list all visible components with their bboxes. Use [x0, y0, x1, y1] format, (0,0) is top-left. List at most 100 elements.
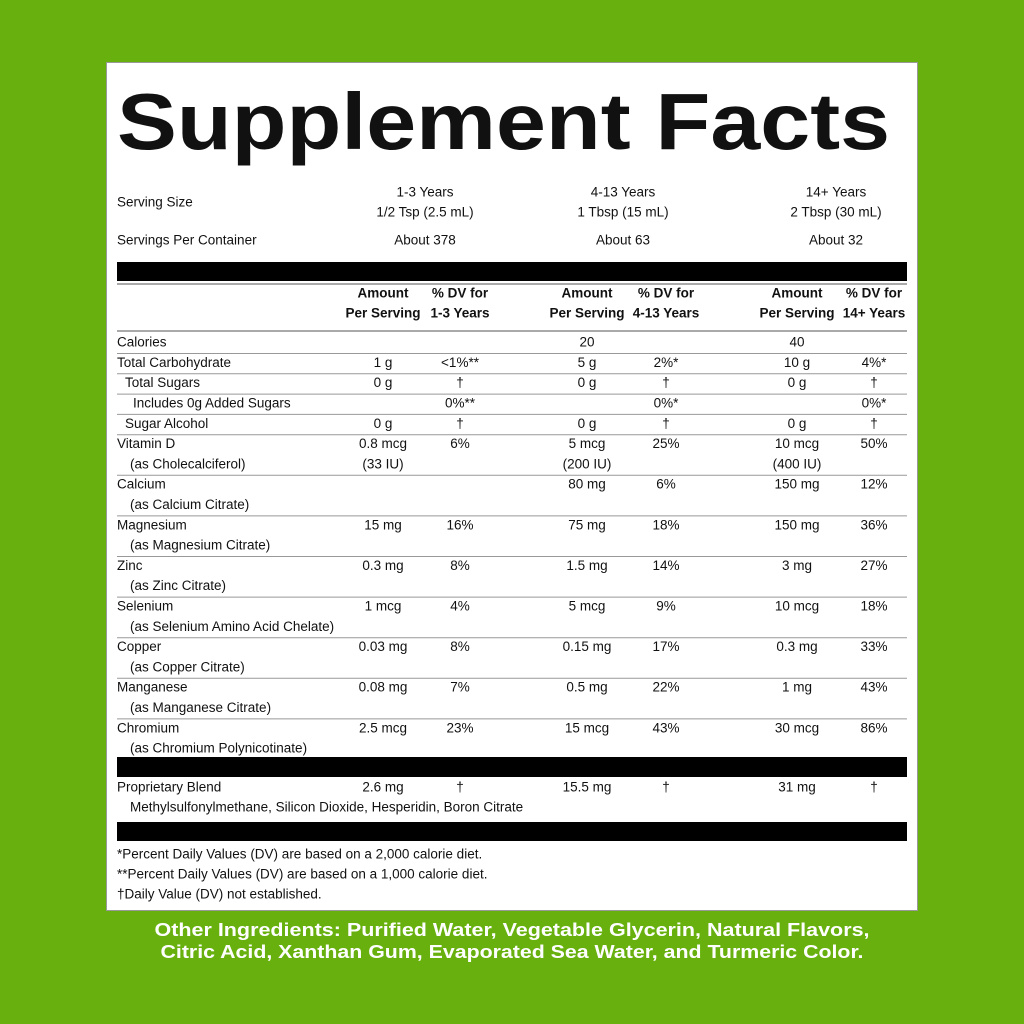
cell: 0 g: [374, 375, 393, 390]
nutrient-source: (as Manganese Citrate): [130, 700, 271, 715]
cell: 16%: [446, 517, 473, 532]
cell: 5 mcg: [569, 436, 606, 451]
cell: †: [870, 416, 878, 431]
cell: 31 mg: [778, 780, 816, 795]
cell: 0.8 mcg: [359, 436, 407, 451]
serving-size: 1 Tbsp (15 mL): [577, 205, 668, 220]
dv-header: 1-3 Years: [430, 306, 489, 321]
cell: 0.5 mg: [566, 680, 607, 695]
cell: 80 mg: [568, 477, 606, 492]
cell: 15 mg: [364, 517, 402, 532]
cell: 0.15 mg: [563, 639, 612, 654]
cell: (33 IU): [362, 456, 403, 471]
cell: (200 IU): [563, 456, 612, 471]
cell: 14%: [652, 558, 679, 573]
amount-header: Per Serving: [759, 306, 834, 321]
nutrient-name: Zinc: [117, 558, 143, 573]
cell: 0 g: [374, 416, 393, 431]
cell: 18%: [860, 598, 887, 613]
cell: 18%: [652, 517, 679, 532]
nutrient-name: Includes 0g Added Sugars: [133, 395, 291, 410]
cell: 36%: [860, 517, 887, 532]
cell: 75 mg: [568, 517, 606, 532]
cell: 0%*: [654, 395, 680, 410]
serving-age: 4-13 Years: [591, 185, 656, 200]
serving-label: Serving Size: [117, 195, 193, 210]
cell: 0 g: [788, 416, 807, 431]
serving-size: 2 Tbsp (30 mL): [790, 205, 881, 220]
bar: [117, 262, 907, 281]
nutrient-source: (as Cholecalciferol): [130, 456, 246, 471]
cell: 0.3 mg: [362, 558, 403, 573]
cell: †: [662, 375, 670, 390]
nutrient-name: Total Carbohydrate: [117, 355, 231, 370]
dv-header: 4-13 Years: [633, 306, 700, 321]
amount-header: Amount: [358, 286, 409, 301]
footnote: *Percent Daily Values (DV) are based on …: [117, 847, 482, 862]
serving-size: 1/2 Tsp (2.5 mL): [376, 205, 473, 220]
nutrient-source: (as Zinc Citrate): [130, 578, 226, 593]
nutrient-name: Copper: [117, 639, 162, 654]
nutrient-name: Manganese: [117, 680, 188, 695]
amount-header: Amount: [772, 286, 823, 301]
cell: 43%: [860, 680, 887, 695]
cell: 0 g: [788, 375, 807, 390]
nutrient-source: (as Selenium Amino Acid Chelate): [130, 619, 334, 634]
cell: (400 IU): [773, 456, 822, 471]
cell: 6%: [656, 477, 676, 492]
serving-age: 14+ Years: [806, 185, 867, 200]
nutrient-source: (as Magnesium Citrate): [130, 538, 270, 553]
cell: †: [870, 375, 878, 390]
cell: 23%: [446, 720, 473, 735]
cell: 1.5 mg: [566, 558, 607, 573]
cell: 33%: [860, 639, 887, 654]
cell: 150 mg: [774, 517, 819, 532]
cell: 8%: [450, 558, 470, 573]
servings-value: About 63: [596, 233, 650, 248]
other-ingredients: Citric Acid, Xanthan Gum, Evaporated Sea…: [161, 942, 864, 962]
nutrient-name: Chromium: [117, 720, 179, 735]
cell: 7%: [450, 680, 470, 695]
cell: 8%: [450, 639, 470, 654]
blend-name: Proprietary Blend: [117, 780, 221, 795]
cell: 0.03 mg: [359, 639, 408, 654]
cell: <1%**: [441, 355, 480, 370]
cell: 15.5 mg: [563, 780, 612, 795]
nutrient-name: Calories: [117, 335, 167, 350]
serving-age: 1-3 Years: [396, 185, 453, 200]
cell: 2.6 mg: [362, 780, 403, 795]
cell: 5 g: [578, 355, 597, 370]
cell: 1 g: [374, 355, 393, 370]
cell: 2%*: [654, 355, 680, 370]
amount-header: Per Serving: [345, 306, 420, 321]
nutrient-name: Selenium: [117, 598, 173, 613]
cell: †: [870, 780, 878, 795]
other-ingredients: Other Ingredients: Purified Water, Veget…: [155, 920, 870, 940]
footnote: †Daily Value (DV) not established.: [117, 887, 322, 902]
cell: 27%: [860, 558, 887, 573]
cell: 6%: [450, 436, 470, 451]
cell: 0 g: [578, 416, 597, 431]
cell: 0%**: [445, 395, 476, 410]
servings-value: About 378: [394, 233, 456, 248]
cell: 17%: [652, 639, 679, 654]
title: Supplement Facts: [117, 77, 890, 166]
cell: 10 g: [784, 355, 810, 370]
bar: [117, 822, 907, 841]
servings-label: Servings Per Container: [117, 233, 257, 248]
nutrient-source: (as Calcium Citrate): [130, 497, 249, 512]
cell: 5 mcg: [569, 598, 606, 613]
cell: 12%: [860, 477, 887, 492]
cell: 9%: [656, 598, 676, 613]
amount-header: Amount: [562, 286, 613, 301]
dv-header: 14+ Years: [843, 306, 905, 321]
cell: 40: [789, 335, 804, 350]
cell: 86%: [860, 720, 887, 735]
cell: 30 mcg: [775, 720, 819, 735]
servings-value: About 32: [809, 233, 863, 248]
cell: 0%*: [862, 395, 888, 410]
nutrient-name: Total Sugars: [125, 375, 200, 390]
cell: 0.3 mg: [776, 639, 817, 654]
cell: 15 mcg: [565, 720, 609, 735]
